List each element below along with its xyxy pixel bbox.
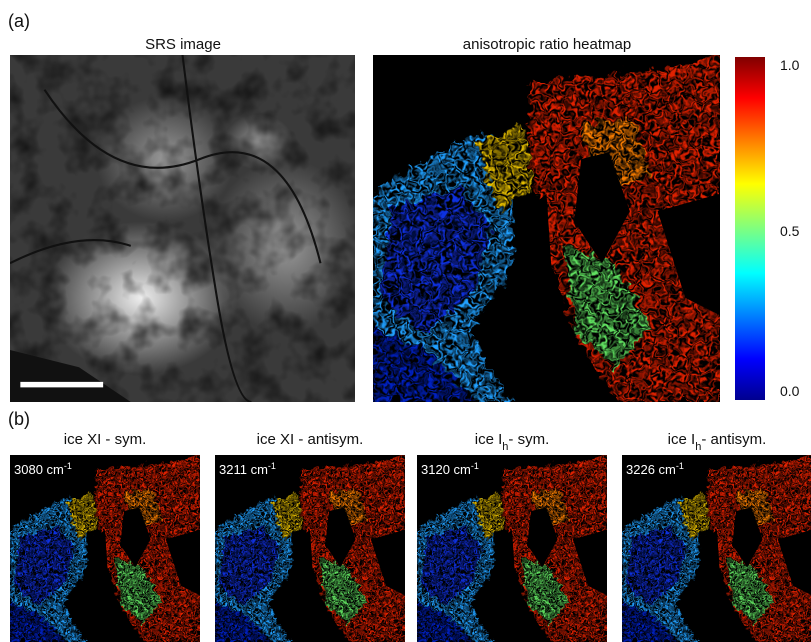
heatmap [417,455,607,642]
wavenumber: 3080 cm-1 [14,461,72,477]
wavenumber-text: 3226 cm [626,462,676,477]
heatmap [622,455,811,642]
heatmap [10,455,200,642]
map-title: ice XI - sym. [64,431,147,448]
map-title: ice XI - antisym. [257,431,364,448]
map-image [622,455,811,642]
title-part: ice I [475,431,503,448]
figure: (a) SRS image anisotropic ratio heatmap … [0,0,811,642]
map: ice Ih- sym. 3120 cm-1 [417,431,607,642]
wavenumber: 3211 cm-1 [219,461,276,477]
wavenumber: 3120 cm-1 [421,461,479,477]
map-image [215,455,405,642]
wavenumber-text: 3120 cm [421,462,471,477]
heatmap [215,455,405,642]
title-part: - antisym. [701,431,766,448]
title-part: - sym. [508,431,549,448]
image-title: SRS image [145,36,221,53]
colorbar-tick: 1.0 [780,57,800,73]
title-part: ice XI - antisym. [257,431,364,448]
colorbar-tick: 0.5 [780,223,800,239]
map-image [10,455,200,642]
wavenumber-sup: -1 [268,461,276,471]
image-title: anisotropic ratio heatmap [463,36,631,53]
wavenumber-sup: -1 [64,461,72,471]
title-part: ice I [668,431,696,448]
wavenumber-sup: -1 [676,461,684,471]
panel-label: (b) [8,409,30,429]
wavenumber: 3226 cm-1 [626,461,684,477]
heatmap-image [373,55,720,402]
map: ice Ih- antisym. 3226 cm-1 [622,431,811,642]
map-title: ice Ih- antisym. [668,431,767,453]
title-part: ice XI - sym. [64,431,147,448]
colorbar-tick: 0.0 [780,383,800,399]
map-image [417,455,607,642]
panel-label: (a) [8,11,30,31]
wavenumber-text: 3080 cm [14,462,64,477]
map: ice XI - sym.3080 cm-1 [10,431,200,642]
wavenumber-text: 3211 cm [219,462,268,477]
map-title: ice Ih- sym. [475,431,549,453]
map: ice XI - antisym. 3211 cm-1 [215,431,405,642]
wavenumber-sup: -1 [471,461,479,471]
srs-image [10,55,362,402]
colorbar [735,57,765,400]
